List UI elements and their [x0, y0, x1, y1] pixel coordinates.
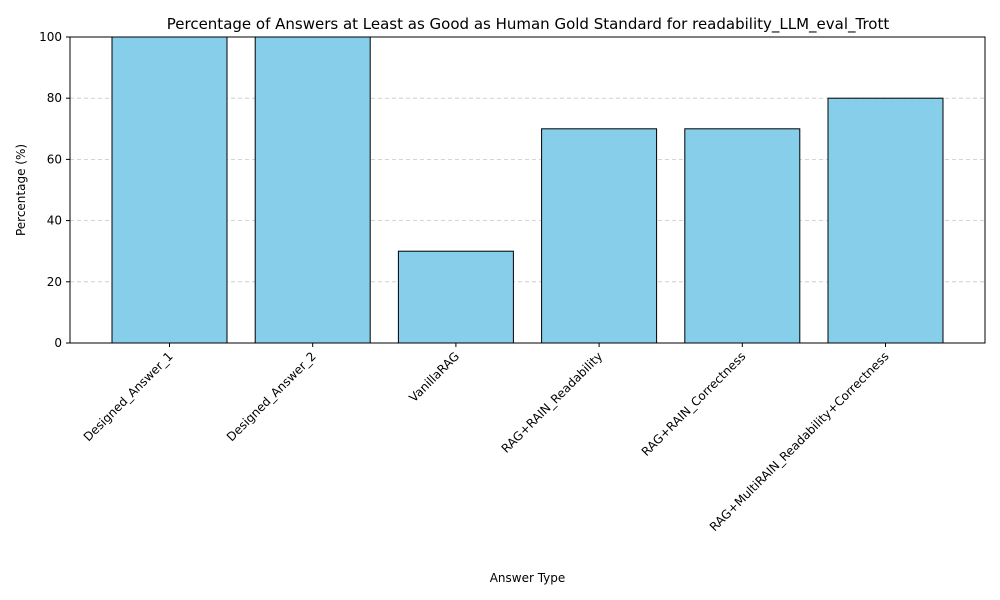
- bar-vanillarag: [397, 250, 514, 344]
- x-tick-label: RAG+RAIN_Readability: [499, 349, 606, 456]
- x-tick-label: Designed_Answer_1: [81, 349, 176, 444]
- y-tick-label: 80: [47, 91, 62, 105]
- y-axis-ticks: 0 20 40 60 80 100: [39, 30, 70, 350]
- bar-rag-multirain-readability-correctness: [827, 97, 944, 344]
- x-tick-label: RAG+RAIN_Correctness: [639, 349, 749, 459]
- x-tick-label: RAG+MultiRAIN_Readability+Correctness: [707, 349, 892, 534]
- bar-rag-rain-readability: [541, 128, 658, 344]
- y-tick-label: 100: [39, 30, 62, 44]
- plot-frame: [69, 36, 986, 344]
- y-tick-label: 20: [47, 275, 62, 289]
- x-tick-label: Designed_Answer_2: [224, 349, 319, 444]
- bar-designed-answer-2: [254, 36, 371, 344]
- x-tick-label: VanillaRAG: [406, 349, 462, 405]
- x-axis-ticks: Designed_Answer_1 Designed_Answer_2 Vanill…: [81, 343, 892, 534]
- chart-title: Percentage of Answers at Least as Good a…: [167, 15, 890, 34]
- bars: [111, 36, 944, 344]
- y-axis-label: Percentage (%): [14, 144, 28, 236]
- x-axis-label: Answer Type: [490, 571, 566, 585]
- y-tick-label: 60: [47, 152, 62, 166]
- y-tick-label: 40: [47, 214, 62, 228]
- y-tick-label: 0: [54, 336, 62, 350]
- bar-rag-rain-correctness: [684, 128, 801, 344]
- grid-lines: [70, 97, 985, 283]
- bar-designed-answer-1: [111, 36, 228, 344]
